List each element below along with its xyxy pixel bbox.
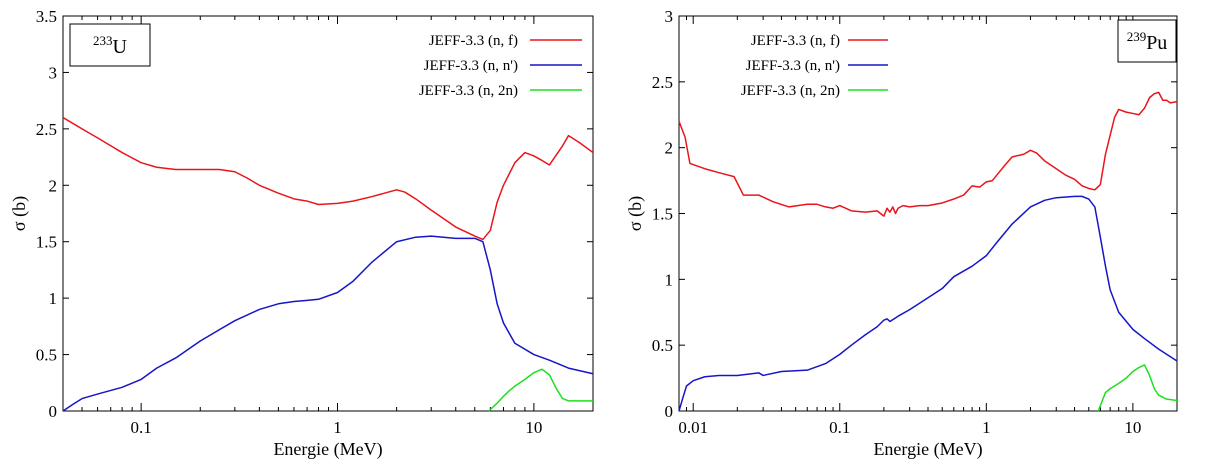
element-symbol: Pu (1146, 32, 1167, 54)
series-line-3 (1097, 364, 1178, 412)
element-tag: 233U (93, 33, 128, 58)
y-tick-label: 1.5 (36, 233, 57, 252)
y-tick-label: 2.5 (652, 73, 673, 92)
chart-panel-2: 0 0.5 1 1.5 2 2.5 3 0.01 0.1 1 10 Energie (MeV) σ (b… (625, 7, 1178, 459)
x-tick-label: 10 (1124, 418, 1141, 437)
series-line-3 (488, 368, 593, 412)
element-tag-box (1117, 19, 1177, 63)
series-line-2 (678, 195, 1178, 412)
legend-label: JEFF-3.3 (n, 2n) (741, 83, 840, 99)
legend-label: JEFF-3.3 (n, f) (751, 33, 840, 49)
x-tick-label: 1 (333, 418, 342, 437)
x-tick-label: 0.1 (829, 418, 850, 437)
legend-label: JEFF-3.3 (n, f) (429, 33, 518, 49)
x-axis-label: Energie (MeV) (873, 439, 982, 459)
element-mass-number: 233 (93, 33, 113, 48)
y-tick-label: 3 (665, 7, 674, 26)
x-tick-label: 1 (982, 418, 991, 437)
y-tick-label: 0 (49, 402, 58, 421)
x-axis-label: Energie (MeV) (273, 439, 382, 459)
element-mass-number: 239 (1127, 29, 1147, 44)
x-tick-label: 10 (525, 418, 542, 437)
series-line-2 (62, 235, 594, 412)
y-tick-label: 0.5 (36, 346, 57, 365)
x-tick-label: 0.01 (678, 418, 708, 437)
y-tick-label: 0.5 (652, 336, 673, 355)
y-tick-label: 2.5 (36, 120, 57, 139)
y-axis-label: σ (b) (625, 196, 646, 231)
series-line-1 (62, 116, 594, 241)
plot-frame (678, 15, 1178, 412)
y-tick-label: 1.5 (652, 205, 673, 224)
y-tick-label: 3.5 (36, 7, 57, 26)
y-tick-label: 2 (49, 176, 58, 195)
y-tick-label: 1 (665, 270, 674, 289)
y-axis-label: σ (b) (9, 196, 30, 231)
y-tick-label: 2 (665, 139, 674, 158)
legend-label: JEFF-3.3 (n, 2n) (419, 83, 518, 99)
y-tick-label: 0 (665, 402, 674, 421)
legend-label: JEFF-3.3 (n, n') (746, 58, 840, 74)
y-tick-label: 1 (49, 289, 58, 308)
chart-panel-1: 0 0.5 1 1.5 2 2.5 3 3.5 0.1 1 10 Energie (MeV) σ (b)… (9, 7, 594, 459)
element-symbol: U (113, 36, 128, 58)
y-tick-label: 3 (49, 63, 58, 82)
element-tag: 239Pu (1127, 29, 1168, 54)
element-tag-box (69, 23, 151, 67)
series-line-1 (678, 91, 1178, 217)
legend: JEFF-3.3 (n, f) JEFF-3.3 (n, n') JEFF-3.3 … (419, 33, 582, 99)
x-tick-label: 0.1 (131, 418, 152, 437)
legend: JEFF-3.3 (n, f) JEFF-3.3 (n, n') JEFF-3.3 … (741, 33, 888, 99)
legend-label: JEFF-3.3 (n, n') (424, 58, 518, 74)
plot-frame (62, 15, 594, 412)
